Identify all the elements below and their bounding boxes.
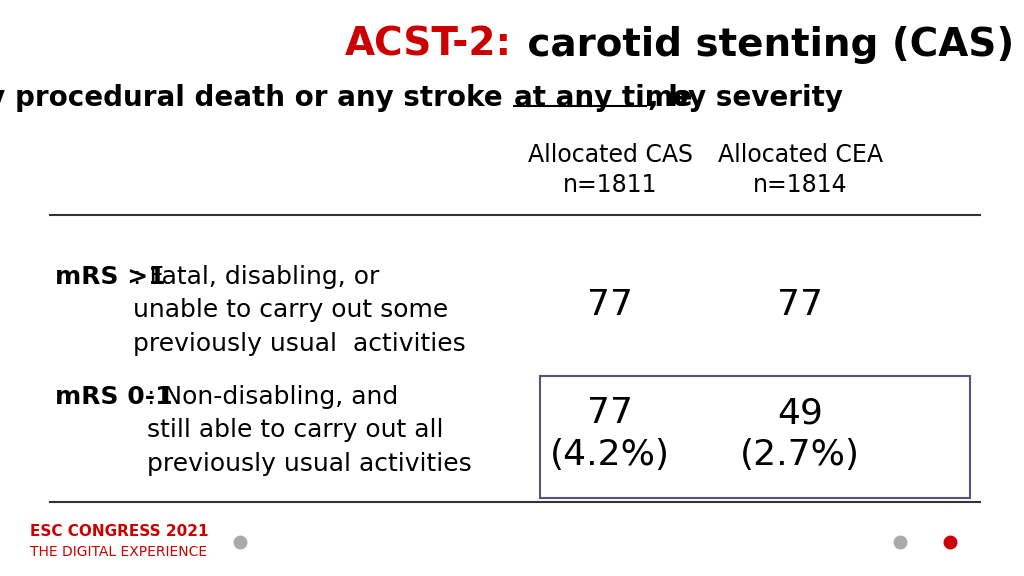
Text: : Non-disabling, and
still able to carry out all
previously usual activities: : Non-disabling, and still able to carry… (147, 385, 472, 476)
Text: (4.2%): (4.2%) (550, 438, 670, 472)
Text: , by severity: , by severity (648, 84, 843, 112)
Text: n=1814: n=1814 (753, 173, 847, 197)
Text: mRS >1: mRS >1 (55, 265, 166, 289)
Text: carotid stenting (CAS) vs surgery (CEA): carotid stenting (CAS) vs surgery (CEA) (514, 26, 1024, 64)
Text: 77: 77 (587, 396, 633, 430)
Text: n=1811: n=1811 (563, 173, 657, 197)
Text: ACST-2:: ACST-2: (345, 26, 512, 64)
Text: ESC CONGRESS 2021: ESC CONGRESS 2021 (30, 525, 209, 540)
Text: Allocated CEA: Allocated CEA (718, 143, 883, 167)
Text: Any procedural death or any stroke: Any procedural death or any stroke (0, 84, 512, 112)
Text: THE DIGITAL EXPERIENCE: THE DIGITAL EXPERIENCE (30, 545, 207, 559)
Text: (2.7%): (2.7%) (740, 438, 860, 472)
Bar (540, 376, 970, 498)
Text: 77: 77 (587, 288, 633, 322)
Text: mRS 0-1: mRS 0-1 (55, 385, 173, 409)
Text: Allocated CAS: Allocated CAS (527, 143, 692, 167)
Text: 49: 49 (777, 396, 823, 430)
Text: 77: 77 (777, 288, 823, 322)
Text: at any time: at any time (514, 84, 692, 112)
Text: : Fatal, disabling, or
unable to carry out some
previously usual  activities: : Fatal, disabling, or unable to carry o… (133, 265, 466, 356)
